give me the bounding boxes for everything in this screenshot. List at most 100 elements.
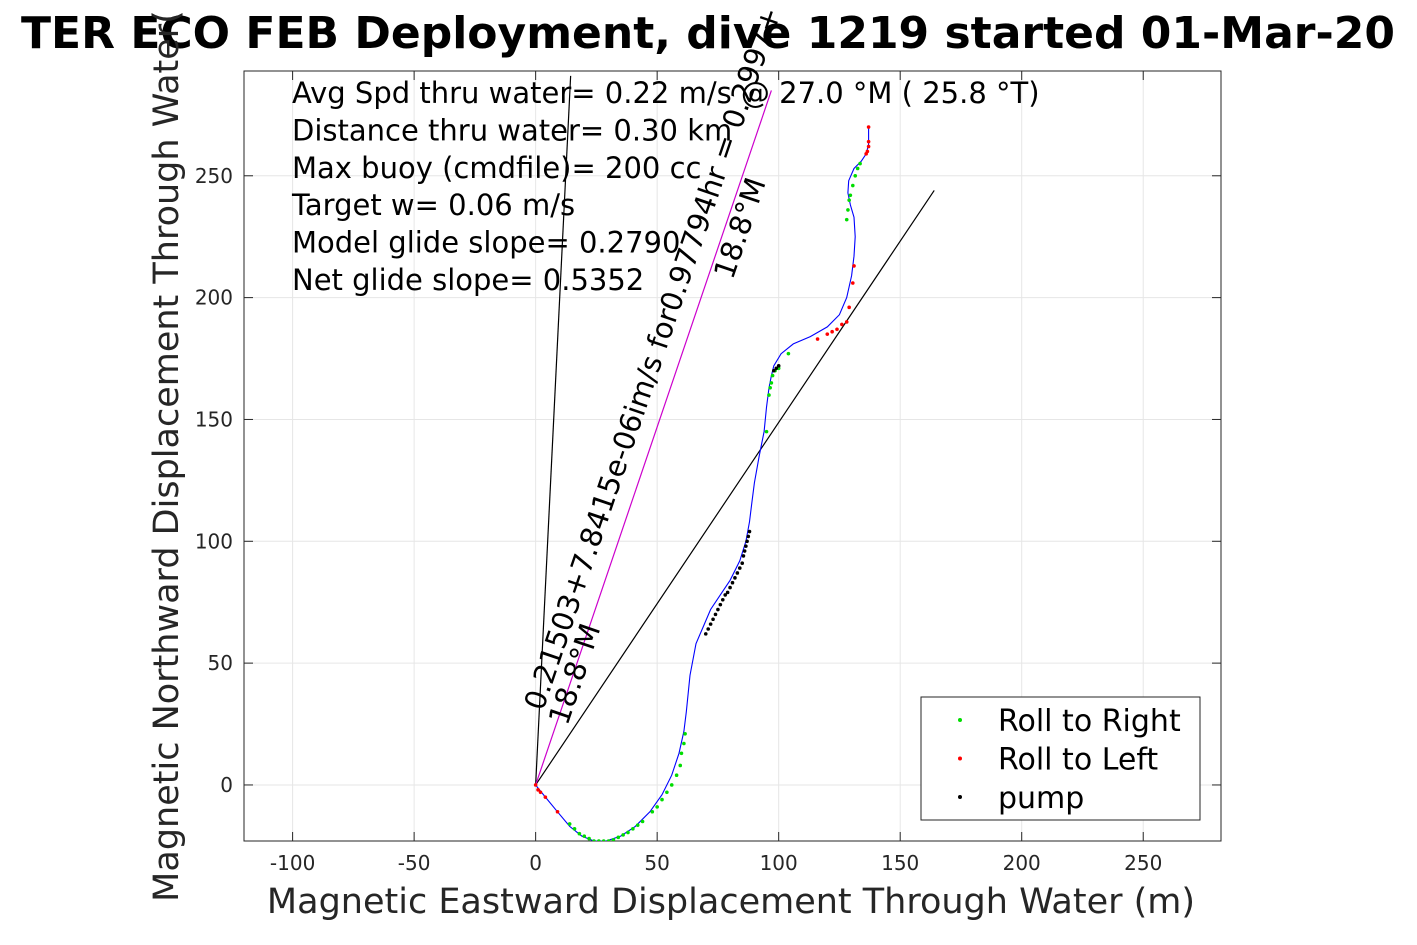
pump-point (711, 617, 715, 622)
grid-lines (244, 71, 1221, 841)
roll-to-left-point (835, 327, 839, 332)
roll-to-right-point (669, 783, 674, 787)
chart-title: TER ECO FEB Deployment, dive 1219 starte… (21, 8, 1395, 59)
pump-point (718, 602, 723, 607)
roll-to-left-point (825, 332, 830, 336)
roll-to-right-point (587, 836, 591, 841)
pump-point (737, 566, 742, 570)
roll-to-right-point (635, 823, 640, 827)
roll-to-left-point (865, 149, 870, 154)
roll-to-right-point (582, 834, 587, 838)
info-line: Model glide slope= 0.2790 (292, 226, 680, 260)
pump-point (746, 534, 751, 539)
roll-to-left-point (852, 264, 856, 268)
roll-to-right-point (847, 198, 851, 202)
x-tick-label: 150 (881, 851, 919, 875)
legend-label: Roll to Right (998, 704, 1181, 739)
roll-to-left-point (866, 125, 871, 129)
pump-point (703, 632, 708, 636)
pump-point (733, 576, 737, 580)
legend-marker (958, 756, 962, 761)
reference-line (535, 75, 572, 785)
roll-to-right-point (631, 827, 635, 831)
roll-to-right-point (768, 385, 772, 390)
roll-to-left-point (866, 139, 871, 144)
y-tick-label: 150 (195, 407, 233, 431)
pump-point (728, 585, 732, 590)
pump-point (740, 561, 745, 566)
roll-to-left-point (555, 809, 560, 814)
roll-to-right-point (769, 381, 774, 385)
roll-to-right-point (650, 809, 655, 814)
y-tick-label: 100 (195, 529, 233, 553)
pump-point (713, 612, 718, 617)
info-line: Distance thru water= 0.30 km (292, 113, 732, 147)
roll-to-left-point (844, 320, 849, 324)
pump-point (720, 597, 725, 602)
legend-marker (958, 795, 962, 799)
roll-to-left-point (847, 305, 851, 310)
roll-to-left-point (866, 144, 871, 149)
pump-point (730, 580, 735, 585)
roll-to-left-point (538, 790, 543, 795)
roll-to-right-point (616, 835, 621, 840)
x-tick-label: 250 (1124, 851, 1162, 875)
x-axis-label: Magnetic Eastward Displacement Through W… (267, 882, 1195, 922)
info-line: Max buoy (cmdfile)= 200 cc (292, 151, 701, 185)
legend-label: Roll to Left (998, 743, 1158, 778)
roll-to-right-point (572, 827, 577, 831)
axis-ticks: -100 -50 0 50 100 150 200 250 0 50 100 150 200 250 (195, 71, 1221, 875)
roll-to-right-point (683, 731, 687, 736)
pump-point (735, 571, 740, 575)
roll-to-right-point (851, 183, 855, 188)
x-tick-label: -50 (398, 851, 431, 875)
roll-to-left-point (840, 322, 844, 327)
roll-to-left-point (815, 337, 820, 341)
roll-to-right-point (655, 805, 659, 809)
pump-point (741, 554, 746, 558)
y-tick-label: 0 (220, 773, 233, 797)
roll-to-right-point (858, 161, 862, 166)
x-tick-label: -100 (270, 851, 315, 875)
roll-to-right-point (786, 351, 791, 356)
pump-point (744, 544, 748, 548)
x-tick-label: 100 (760, 851, 798, 875)
pump-point (745, 539, 749, 544)
roll-to-right-point (567, 822, 572, 826)
y-tick-label: 50 (208, 651, 233, 675)
info-line: Avg Spd thru water= 0.22 m/s @ 27.0 °M (… (292, 76, 1040, 110)
roll-to-right-point (848, 193, 853, 198)
roll-to-right-point (611, 837, 616, 841)
legend-label: pump (998, 781, 1084, 816)
y-axis-label: Magnetic Northward Displacement Through … (147, 10, 187, 902)
info-text-block: Avg Spd thru water= 0.22 m/s @ 27.0 °M (… (291, 76, 1040, 297)
pump-point (776, 364, 781, 368)
roll-to-right-point (855, 166, 860, 171)
legend-marker (958, 718, 962, 722)
roll-to-right-point (679, 751, 684, 756)
reference-line (535, 90, 772, 786)
x-tick-label: 0 (529, 851, 542, 875)
roll-to-right-point (674, 773, 679, 778)
roll-to-right-point (597, 839, 601, 841)
roll-to-right-point (846, 208, 850, 212)
roll-to-right-point (601, 839, 606, 841)
legend-box (920, 696, 1201, 821)
info-line: Net glide slope= 0.5352 (292, 263, 644, 297)
info-line: Target w= 0.06 m/s (291, 188, 575, 222)
pump-point (723, 593, 728, 597)
roll-to-left-point (543, 795, 548, 799)
roll-to-right-point (640, 819, 645, 824)
roll-to-right-point (844, 217, 849, 222)
roll-to-right-point (770, 373, 775, 378)
roll-to-right-point (660, 797, 664, 802)
roll-to-left-point (851, 281, 855, 285)
roll-to-right-point (577, 831, 582, 836)
pump-point (774, 366, 779, 371)
roll-to-right-point (626, 830, 630, 835)
pump-point (772, 368, 776, 373)
roll-to-right-point (764, 429, 769, 434)
pump-point (742, 549, 747, 553)
y-tick-label: 250 (195, 164, 233, 188)
